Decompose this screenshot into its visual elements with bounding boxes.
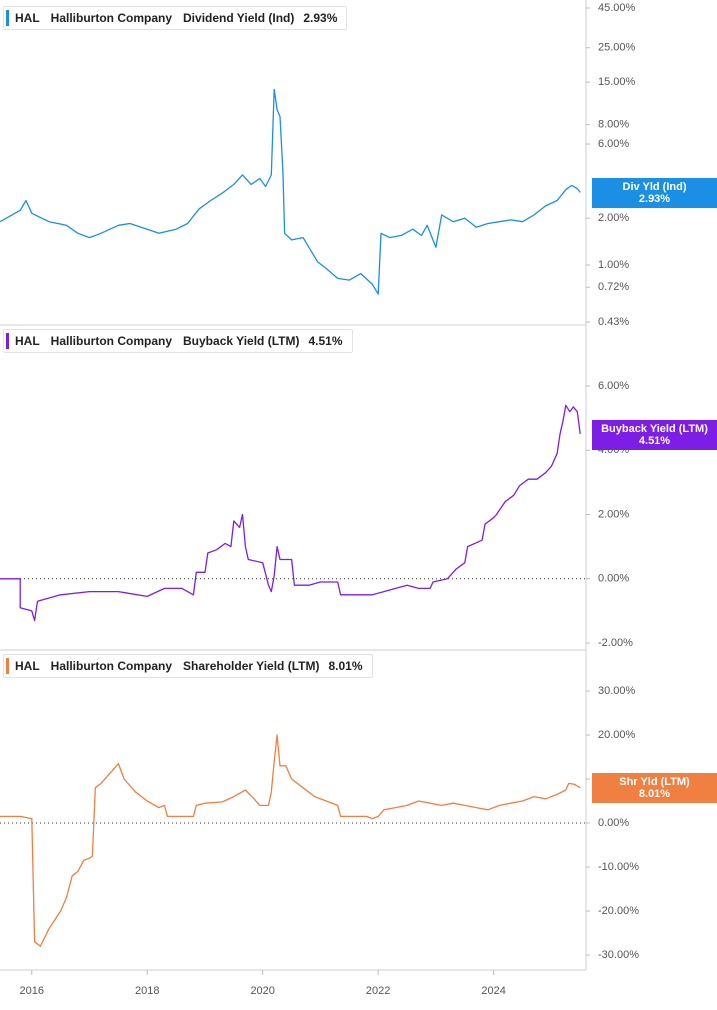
legend-metric: Dividend Yield (Ind) bbox=[183, 11, 295, 25]
legend-value: 8.01% bbox=[328, 659, 363, 673]
value-tag-value: 4.51% bbox=[638, 435, 671, 447]
y-tick-label: 2.00% bbox=[598, 212, 629, 224]
y-tick-label: -10.00% bbox=[598, 861, 639, 873]
legend-ticker: HAL bbox=[15, 334, 40, 348]
series-line-buyback bbox=[0, 404, 581, 622]
y-tick-label: -2.00% bbox=[598, 637, 633, 649]
legend-company: Halliburton Company bbox=[50, 11, 173, 25]
x-tick-label: 2016 bbox=[20, 985, 44, 997]
value-tag-dividend-yield: Div Yld (Ind) 2.93% bbox=[592, 178, 717, 208]
legend-value: 2.93% bbox=[303, 11, 338, 25]
value-tag-label: Buyback Yield (LTM) bbox=[601, 423, 708, 435]
y-tick-label: 1.00% bbox=[598, 259, 629, 271]
legend-swatch bbox=[6, 333, 9, 349]
y-tick-label: -30.00% bbox=[598, 949, 639, 961]
y-tick-label: 25.00% bbox=[598, 42, 636, 54]
legend-swatch bbox=[6, 658, 9, 674]
legend-buyback-yield: HAL Halliburton Company Buyback Yield (L… bbox=[3, 329, 353, 353]
legend-metric: Shareholder Yield (LTM) bbox=[183, 659, 320, 673]
legend-swatch bbox=[6, 10, 9, 26]
y-tick-label: 8.00% bbox=[598, 119, 629, 131]
legend-dividend-yield: HAL Halliburton Company Dividend Yield (… bbox=[3, 6, 348, 30]
x-tick-label: 2020 bbox=[250, 985, 274, 997]
y-tick-label: 2.00% bbox=[598, 508, 629, 520]
legend-ticker: HAL bbox=[15, 659, 40, 673]
y-tick-label: 30.00% bbox=[598, 685, 636, 697]
y-tick-label: 0.72% bbox=[598, 281, 629, 293]
value-tag-shareholder-yield: Shr Yld (LTM) 8.01% bbox=[592, 773, 717, 803]
y-tick-label: 6.00% bbox=[598, 380, 629, 392]
y-tick-label: 0.43% bbox=[598, 316, 629, 328]
x-tick-label: 2022 bbox=[366, 985, 390, 997]
y-tick-label: 0.00% bbox=[598, 817, 629, 829]
y-tick-label: -20.00% bbox=[598, 905, 639, 917]
y-tick-label: 0.00% bbox=[598, 573, 629, 585]
y-tick-label: 20.00% bbox=[598, 729, 636, 741]
series-line-div bbox=[0, 88, 581, 295]
legend-company: Halliburton Company bbox=[50, 659, 173, 673]
y-tick-label: 45.00% bbox=[598, 2, 636, 14]
legend-metric: Buyback Yield (LTM) bbox=[183, 334, 300, 348]
value-tag-value: 8.01% bbox=[638, 788, 671, 800]
value-tag-buyback-yield: Buyback Yield (LTM) 4.51% bbox=[592, 420, 717, 450]
legend-company: Halliburton Company bbox=[50, 334, 173, 348]
y-tick-label: 15.00% bbox=[598, 76, 636, 88]
series-line-shr bbox=[0, 734, 581, 947]
value-tag-value: 2.93% bbox=[638, 193, 671, 205]
legend-value: 4.51% bbox=[308, 334, 343, 348]
legend-ticker: HAL bbox=[15, 11, 40, 25]
legend-shareholder-yield: HAL Halliburton Company Shareholder Yiel… bbox=[3, 654, 373, 678]
y-tick-label: 6.00% bbox=[598, 138, 629, 150]
value-tag-label: Shr Yld (LTM) bbox=[619, 776, 690, 788]
x-tick-label: 2018 bbox=[135, 985, 159, 997]
x-tick-label: 2024 bbox=[481, 985, 505, 997]
value-tag-label: Div Yld (Ind) bbox=[622, 181, 687, 193]
